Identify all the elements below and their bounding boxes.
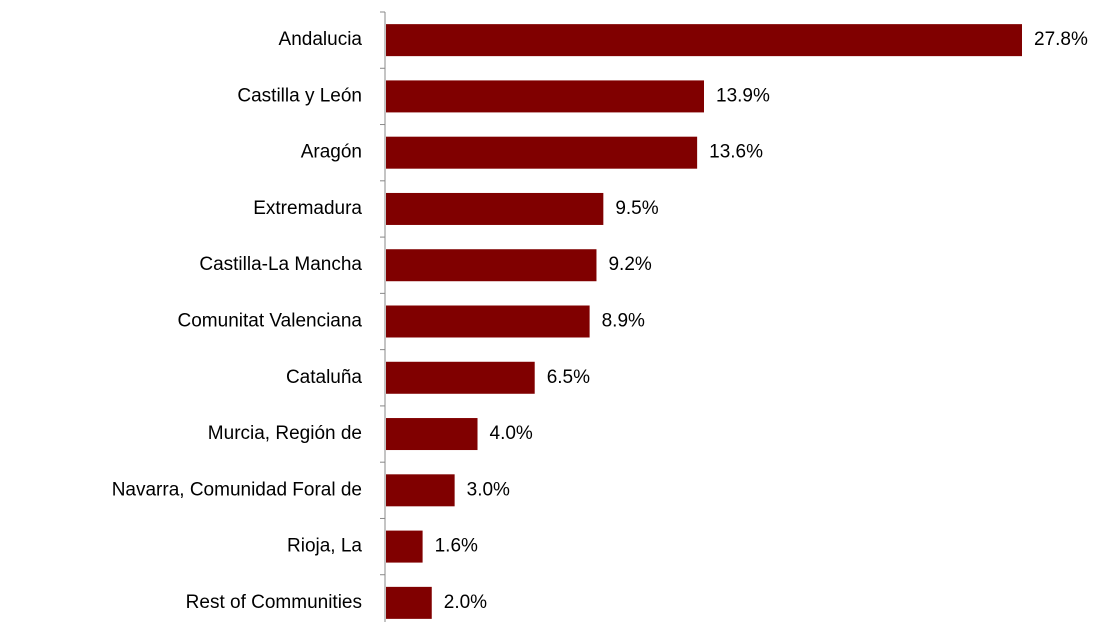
category-label: Cataluña: [286, 367, 362, 388]
value-label: 3.0%: [467, 479, 510, 500]
value-label: 2.0%: [444, 592, 487, 613]
category-label: Comunitat Valenciana: [178, 311, 363, 332]
value-label: 4.0%: [490, 423, 533, 444]
value-label: 13.6%: [709, 142, 763, 163]
value-label: 8.9%: [602, 311, 645, 332]
category-label: Castilla-La Mancha: [199, 254, 362, 275]
bar: [386, 474, 455, 507]
value-label: 6.5%: [547, 367, 590, 388]
bar: [386, 530, 423, 563]
bar: [386, 136, 698, 169]
value-label: 9.5%: [615, 198, 658, 219]
category-label: Rioja, La: [287, 536, 362, 557]
category-label: Navarra, Comunidad Foral de: [112, 479, 362, 500]
bar: [386, 192, 604, 225]
value-label: 27.8%: [1034, 29, 1088, 50]
bar: [386, 24, 1022, 57]
bar: [386, 586, 432, 619]
bar: [386, 305, 590, 338]
bar: [386, 249, 597, 282]
category-label: Murcia, Región de: [208, 423, 362, 444]
category-label: Extremadura: [253, 198, 362, 219]
bar: [386, 361, 535, 394]
category-label: Aragón: [301, 142, 362, 163]
category-label: Castilla y León: [237, 85, 362, 106]
bar: [386, 80, 704, 113]
category-label: Andalucia: [279, 29, 363, 50]
value-label: 13.9%: [716, 85, 770, 106]
value-label: 1.6%: [435, 536, 478, 557]
bar: [386, 418, 478, 451]
value-label: 9.2%: [608, 254, 651, 275]
category-label: Rest of Communities: [186, 592, 362, 613]
